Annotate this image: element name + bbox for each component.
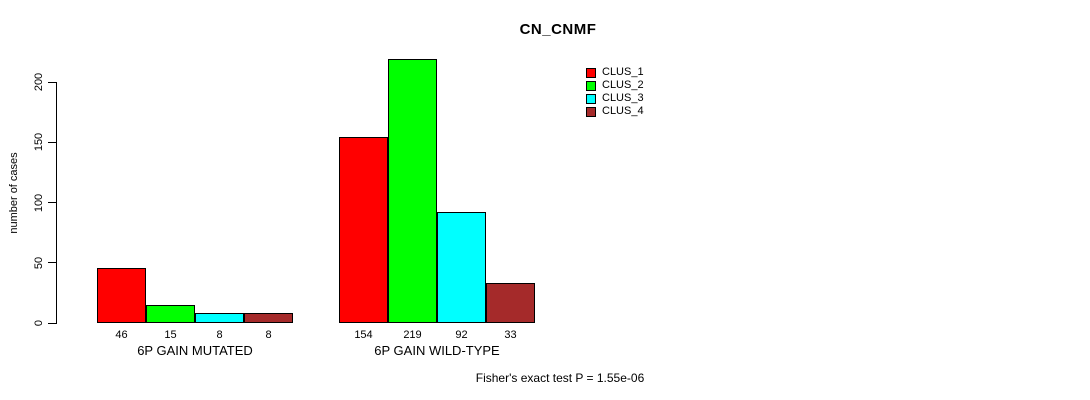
- legend-item-clus_1: CLUS_1: [586, 66, 644, 79]
- legend-swatch: [586, 67, 596, 78]
- bar-value-label: 8: [216, 329, 223, 341]
- y-tick-mark: [48, 262, 56, 264]
- legend-label: CLUS_4: [602, 105, 644, 117]
- legend-item-clus_3: CLUS_3: [586, 92, 644, 105]
- bar-clus_2-2: [388, 59, 437, 323]
- category-label: 6P GAIN MUTATED: [137, 343, 253, 358]
- bar-clus_1-1: [97, 267, 146, 323]
- y-tick-label: 150: [33, 133, 45, 152]
- bar-clus_3-1: [195, 313, 244, 323]
- category-label: 6P GAIN WILD-TYPE: [374, 343, 500, 358]
- y-tick-label: 0: [33, 319, 45, 327]
- legend-item-clus_4: CLUS_4: [586, 105, 644, 118]
- legend-label: CLUS_2: [602, 79, 644, 91]
- bar-clus_3-2: [437, 212, 486, 323]
- y-tick-label: 200: [33, 72, 45, 92]
- bar-value-label: 154: [354, 329, 373, 341]
- chart-title: CN_CNMF: [519, 21, 597, 38]
- bar-value-label: 15: [164, 329, 177, 341]
- legend-label: CLUS_1: [602, 66, 644, 78]
- fisher-test-annotation: Fisher's exact test P = 1.55e-06: [475, 371, 645, 385]
- bar-clus_4-2: [486, 283, 535, 323]
- y-axis-label: number of cases: [8, 152, 20, 234]
- bar-value-label: 8: [265, 329, 272, 341]
- y-tick-mark: [48, 322, 56, 324]
- bar-clus_4-1: [244, 313, 293, 323]
- legend-item-clus_2: CLUS_2: [586, 79, 644, 92]
- bar-value-label: 92: [455, 329, 468, 341]
- legend-swatch: [586, 93, 596, 104]
- bar-value-label: 33: [504, 329, 517, 341]
- legend-swatch: [586, 80, 596, 91]
- y-tick-label: 50: [33, 256, 45, 269]
- y-axis-line: [56, 82, 57, 324]
- y-tick-mark: [48, 81, 56, 83]
- bar-value-label: 219: [403, 329, 422, 341]
- legend-label: CLUS_3: [602, 92, 644, 104]
- y-tick-mark: [48, 141, 56, 143]
- bar-clus_2-1: [146, 304, 195, 323]
- legend: CLUS_1 CLUS_2 CLUS_3 CLUS_4: [586, 66, 644, 118]
- y-tick-label: 100: [33, 193, 45, 212]
- legend-swatch: [586, 106, 596, 117]
- bar-clus_1-2: [339, 137, 388, 323]
- bar-value-label: 46: [115, 329, 128, 341]
- y-tick-mark: [48, 202, 56, 203]
